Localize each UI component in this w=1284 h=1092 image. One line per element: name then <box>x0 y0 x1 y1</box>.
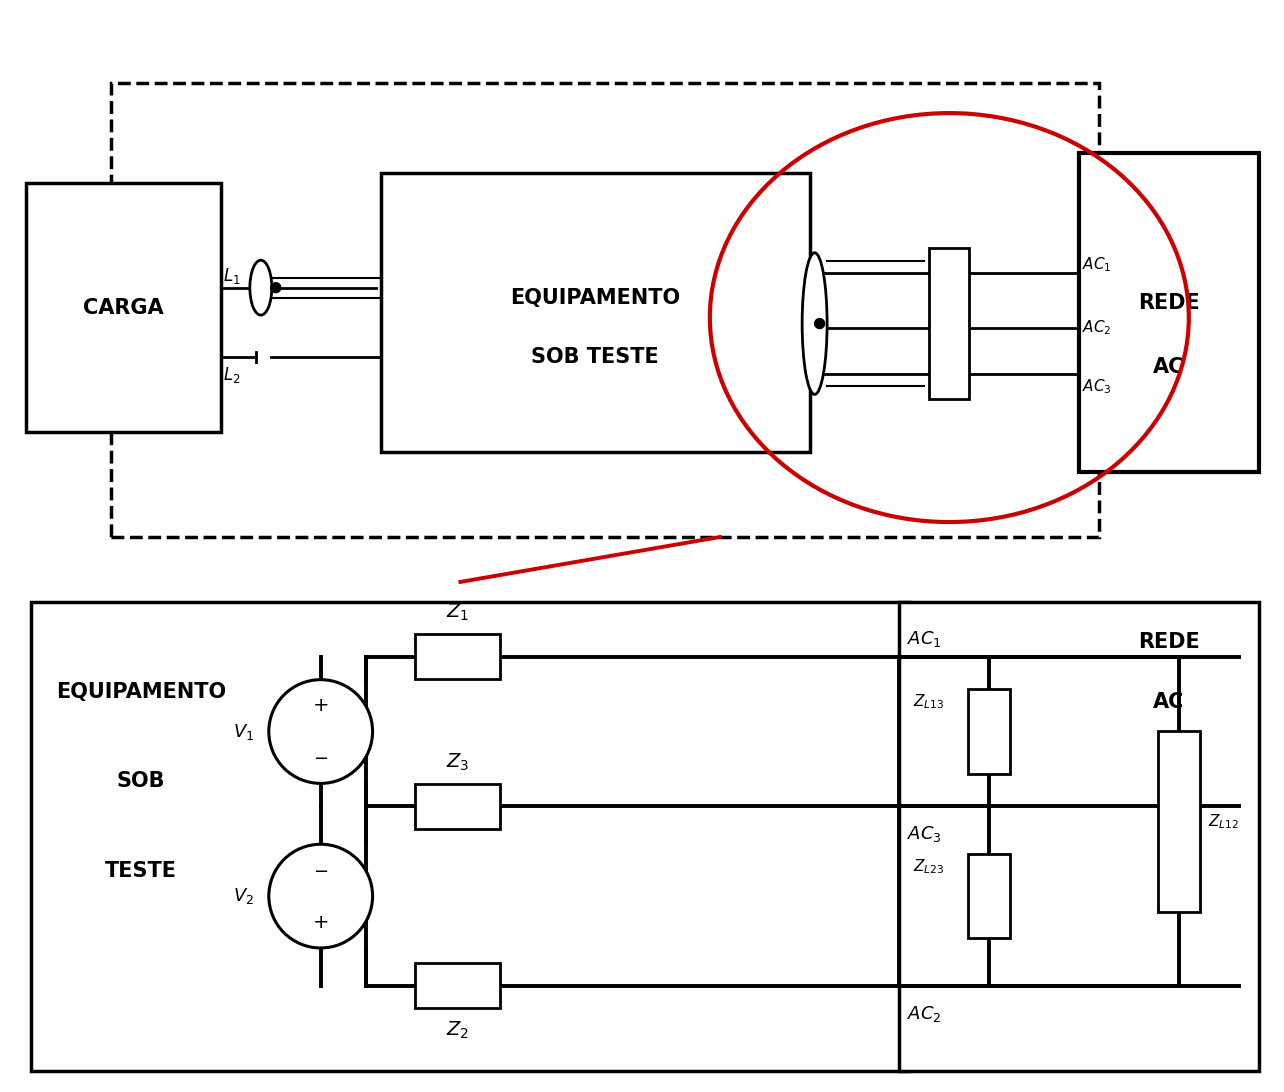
Text: $AC_1$: $AC_1$ <box>908 629 942 649</box>
Text: $Z_1$: $Z_1$ <box>447 602 470 622</box>
Bar <box>112 83 1099 537</box>
Text: $Z_{L23}$: $Z_{L23}$ <box>913 857 945 876</box>
Text: REDE: REDE <box>1138 632 1199 652</box>
Text: REDE: REDE <box>1138 293 1199 312</box>
Text: $Z_2$: $Z_2$ <box>447 1020 470 1041</box>
Text: $V_1$: $V_1$ <box>232 722 254 741</box>
Text: $-$: $-$ <box>313 748 329 767</box>
Text: CARGA: CARGA <box>82 298 163 318</box>
Circle shape <box>268 844 372 948</box>
Text: SOB TESTE: SOB TESTE <box>532 347 659 368</box>
Text: $L_2$: $L_2$ <box>223 366 240 385</box>
Text: SOB: SOB <box>117 771 166 792</box>
Bar <box>27 183 221 432</box>
Bar <box>1079 153 1258 472</box>
Bar <box>380 173 810 452</box>
Text: +: + <box>312 913 329 931</box>
Text: TESTE: TESTE <box>105 862 177 881</box>
Circle shape <box>814 319 824 329</box>
Text: $AC_2$: $AC_2$ <box>908 1004 942 1024</box>
Text: $Z_3$: $Z_3$ <box>447 751 470 773</box>
Bar <box>416 784 501 829</box>
Ellipse shape <box>802 252 827 394</box>
Ellipse shape <box>250 260 272 316</box>
Text: +: + <box>312 696 329 715</box>
Text: EQUIPAMENTO: EQUIPAMENTO <box>510 287 681 308</box>
Bar <box>1158 731 1199 912</box>
Bar <box>930 248 969 400</box>
Bar <box>416 963 501 1008</box>
Bar <box>31 602 909 1070</box>
Text: $AC_1$: $AC_1$ <box>1082 256 1112 274</box>
Text: AC: AC <box>1153 357 1185 378</box>
Text: $AC_3$: $AC_3$ <box>908 824 942 844</box>
Text: $AC_2$: $AC_2$ <box>1082 318 1112 337</box>
Text: $AC_3$: $AC_3$ <box>1082 377 1112 395</box>
Bar <box>968 689 1011 774</box>
Text: $L_1$: $L_1$ <box>223 265 240 286</box>
Bar <box>968 854 1011 938</box>
Text: $Z_{L13}$: $Z_{L13}$ <box>913 692 945 711</box>
Bar <box>416 634 501 679</box>
Circle shape <box>268 679 372 783</box>
Text: $V_2$: $V_2$ <box>232 886 254 906</box>
Circle shape <box>271 283 281 293</box>
Text: EQUIPAMENTO: EQUIPAMENTO <box>56 681 226 702</box>
Text: AC: AC <box>1153 691 1185 712</box>
Bar <box>899 602 1258 1070</box>
Text: $-$: $-$ <box>313 862 329 879</box>
Text: $Z_{L12}$: $Z_{L12}$ <box>1208 812 1239 831</box>
